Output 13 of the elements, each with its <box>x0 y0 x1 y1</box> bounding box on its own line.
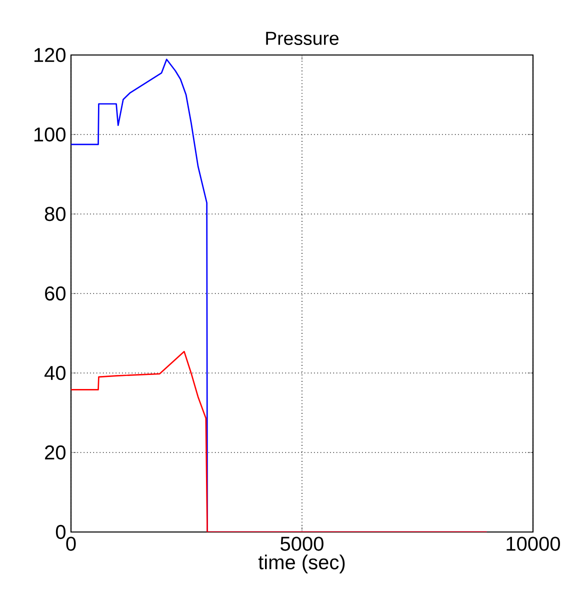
y-tick-label: 60 <box>45 286 66 301</box>
chart-title: Pressure <box>266 32 339 45</box>
x-tick-label: 10000 <box>506 536 560 551</box>
line-series <box>71 350 488 532</box>
x-axis-title: time (sec) <box>258 554 345 574</box>
y-tick-label: 20 <box>45 445 66 460</box>
y-tick-label: 80 <box>44 206 66 222</box>
x-tick-label: 5000 <box>280 536 324 551</box>
y-tick-label: 0 <box>56 524 66 540</box>
y-tick-label: 100 <box>34 127 66 142</box>
y-tick-label: 40 <box>44 366 66 380</box>
x-tick-label: 0 <box>66 536 76 551</box>
y-tick-label: 120 <box>34 48 66 62</box>
